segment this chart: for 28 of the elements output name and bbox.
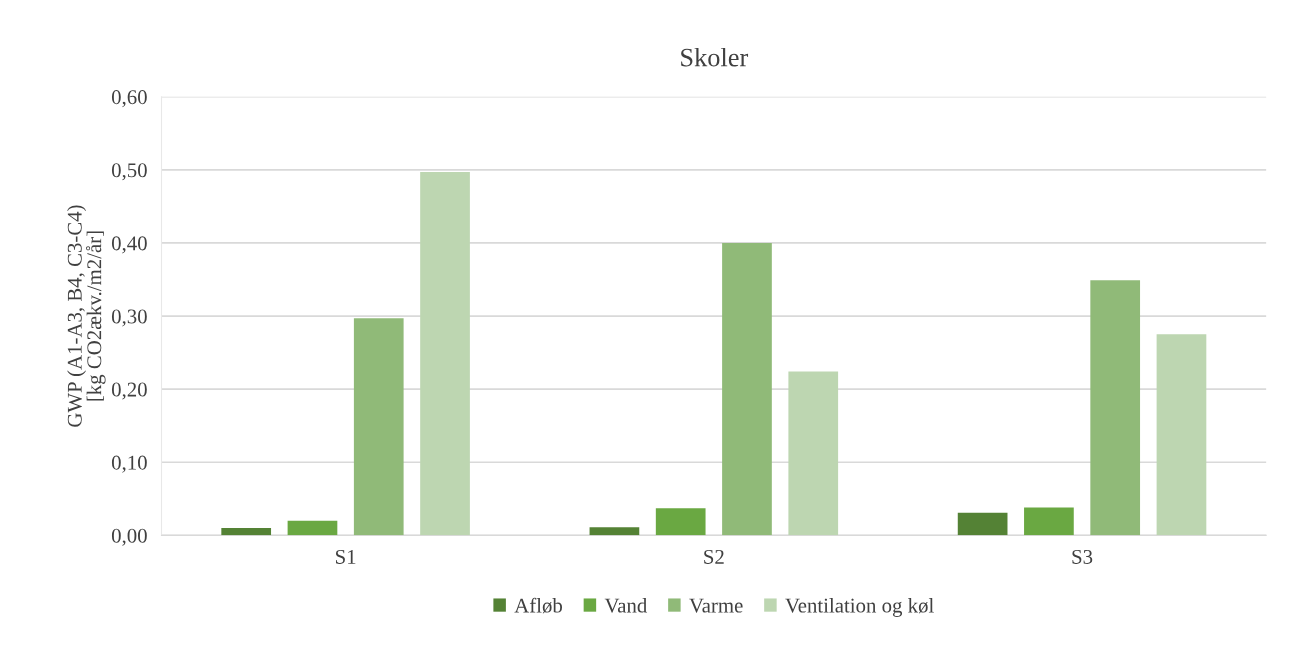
bar (1090, 280, 1141, 536)
y-tick-label: 0,10 (111, 455, 147, 473)
x-tick-label: S2 (704, 549, 724, 564)
y-tick-label: 0,40 (111, 236, 147, 254)
y-tick-label: 0,60 (111, 90, 147, 108)
y-tick-label: 0,50 (111, 163, 147, 181)
bar (788, 371, 839, 536)
bar (221, 528, 272, 536)
y-axis-title: GWP (A1-A3, B4, C3-C4) [kg CO2ækv./m2/år] (67, 205, 106, 427)
legend-label: Varme (689, 598, 743, 613)
y-tick-label: 0,20 (111, 382, 147, 400)
x-tick-label: S1 (336, 549, 356, 564)
legend-label: Ventilation og køl (785, 597, 934, 617)
bar (287, 520, 338, 536)
bar (1156, 334, 1207, 536)
bar (1024, 507, 1074, 536)
x-tick-label: S3 (1072, 549, 1093, 564)
bar (589, 527, 640, 536)
y-tick-label: 0,00 (111, 528, 147, 546)
bar (722, 242, 772, 536)
bar (353, 318, 404, 536)
legend-label: Vand (604, 597, 648, 613)
chart-title: Skoler (681, 47, 749, 67)
bar (655, 508, 706, 536)
bar (957, 512, 1008, 536)
y-tick-label: 0,30 (111, 309, 147, 327)
bar (420, 172, 470, 536)
legend-label: Afløb (514, 597, 563, 614)
